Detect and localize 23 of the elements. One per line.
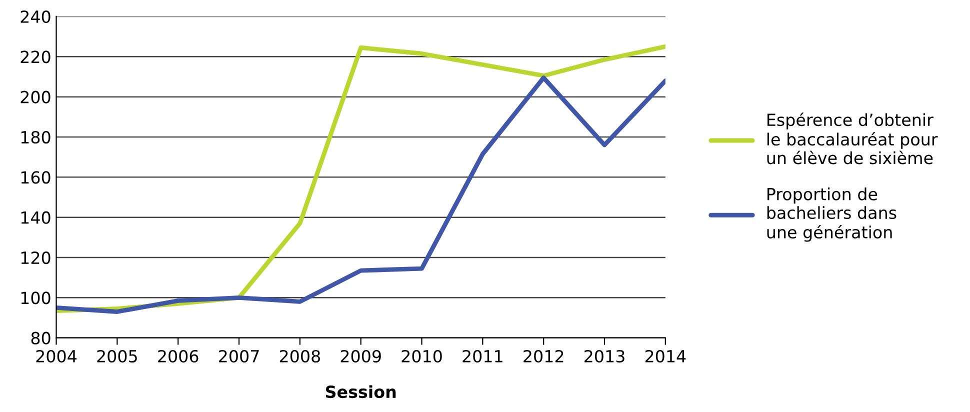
y-tick-label: 240: [20, 10, 50, 24]
y-tick-label: 80: [31, 332, 50, 344]
y-tick-label: 120: [21, 251, 50, 264]
legend-label: Espérence d’obtenir le baccalauréat pour un élève de sixième: [767, 112, 938, 164]
y-tick-label: 200: [20, 90, 50, 104]
x-tick-label: 2008: [280, 350, 320, 363]
x-tick-label: 2014: [645, 350, 686, 363]
x-tick-label: 2010: [402, 350, 442, 363]
y-tick-label: 180: [21, 130, 50, 144]
x-tick-label: 2012: [524, 350, 564, 363]
x-axis-title: Session: [326, 385, 396, 398]
x-tick-label: 2009: [340, 350, 381, 363]
y-tick-label: 160: [21, 171, 50, 184]
y-tick-label: 100: [21, 292, 50, 304]
x-tick-label: 2006: [158, 350, 198, 363]
x-tick-label: 2007: [219, 350, 259, 363]
x-tick-label: 2005: [97, 350, 137, 363]
y-tick-label: 220: [20, 50, 50, 64]
x-tick-label: 2013: [584, 350, 624, 363]
x-tick-label: 2004: [36, 350, 77, 363]
y-tick-label: 140: [21, 211, 50, 224]
legend-label: Proportion de bacheliers dans une génération: [767, 187, 896, 242]
x-tick-label: 2011: [462, 350, 502, 363]
